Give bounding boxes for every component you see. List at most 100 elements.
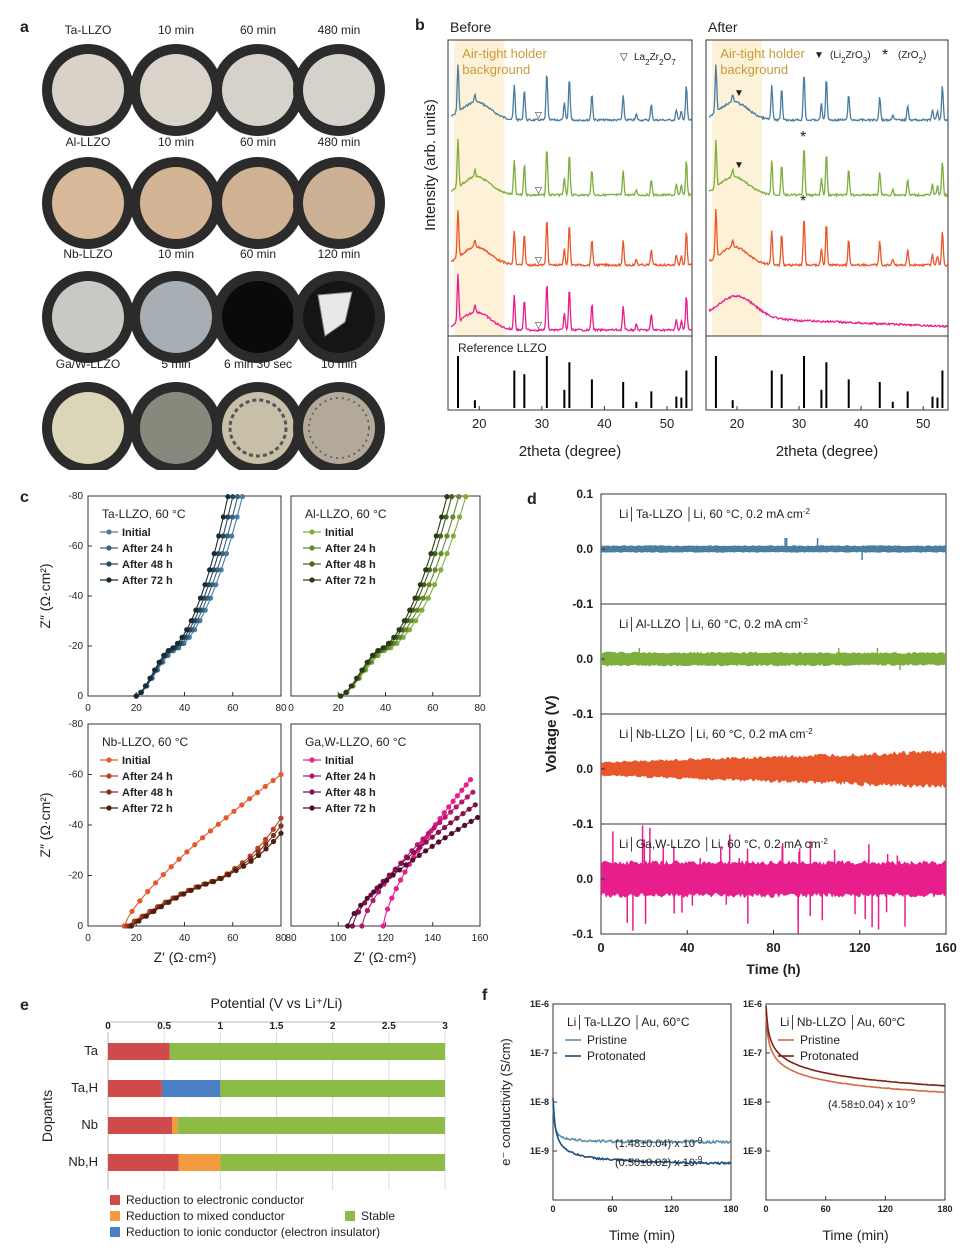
sample-label: Ta-LLZO <box>65 23 112 37</box>
la2zr2o7-marker: ▽ <box>535 255 542 265</box>
data-point <box>377 883 383 889</box>
panel-e-stability-bars: e Potential (V vs Li⁺/Li) 0 0.5 1 1.5 2 2.5 3 Ta T… <box>20 995 448 1239</box>
data-point <box>433 533 439 539</box>
data-point <box>133 693 139 699</box>
x-tick-label: 0 <box>550 1204 555 1214</box>
data-point <box>426 567 433 573</box>
conductivity-trace <box>552 1098 732 1166</box>
data-point <box>234 494 241 500</box>
time-label: 60 min <box>240 247 276 261</box>
data-point <box>161 652 167 658</box>
holder-background-band <box>454 40 505 336</box>
legend-entry: Initial <box>122 527 151 539</box>
y-tick-label: -60 <box>69 541 84 552</box>
pellet <box>222 167 294 239</box>
time-label: 10 min <box>158 23 194 37</box>
data-point <box>437 816 443 822</box>
x-tick-label: 100 <box>330 933 347 944</box>
x-axis-label: Time (min) <box>822 1227 888 1243</box>
y-axis-label: Voltage (V) <box>543 695 560 772</box>
x-axis-label: Time (min) <box>609 1227 675 1243</box>
x-tick-label: 40 <box>597 416 611 431</box>
data-point <box>358 902 364 908</box>
data-point <box>231 808 237 814</box>
data-point <box>463 494 469 500</box>
y-tick-label: -0.1 <box>572 707 593 721</box>
y-tick-label: -20 <box>69 871 84 882</box>
data-point <box>210 567 217 573</box>
data-point <box>151 667 158 673</box>
pellet <box>222 54 294 126</box>
panel-letter-c: c <box>20 489 29 506</box>
panel-d-voltage-chart: d 0.1 0.0 -0.1 Li│Ta-LLZO │Li, 60 °C, 0.2 mA… <box>527 487 957 977</box>
xrd-pattern <box>708 294 948 328</box>
data-point <box>213 582 219 588</box>
bar-segment <box>172 1117 178 1134</box>
legend-dot <box>309 577 315 583</box>
data-point <box>263 846 269 852</box>
data-point <box>184 627 190 633</box>
legend-dot <box>106 545 112 551</box>
legend-entry: After 48 h <box>325 559 376 571</box>
data-point <box>202 582 208 588</box>
x-tick-label: 40 <box>854 416 868 431</box>
xrd-pattern <box>450 273 692 333</box>
y-tick-label: -0.1 <box>572 927 593 941</box>
panel-letter-d: d <box>527 491 537 508</box>
legend-entry: After 72 h <box>325 575 376 587</box>
data-point <box>439 514 445 520</box>
debris-ring <box>228 398 288 458</box>
x-tick-label: 0 <box>85 703 91 714</box>
legend-entry: Initial <box>325 755 354 767</box>
data-point <box>230 494 236 500</box>
xrd-pattern <box>708 64 948 123</box>
pellet <box>140 167 212 239</box>
data-point <box>223 551 230 557</box>
pellet <box>222 281 294 353</box>
conductivity-trace <box>765 1014 946 1094</box>
x-tick-label: 0 <box>288 703 294 714</box>
time-label: 10 min <box>158 247 194 261</box>
y-tick-label: 0.0 <box>576 652 593 666</box>
data-point <box>454 815 460 821</box>
data-point <box>431 582 438 588</box>
data-point <box>203 881 209 887</box>
data-point <box>460 811 466 817</box>
data-point <box>225 514 231 520</box>
data-point <box>206 582 212 588</box>
data-point <box>437 533 444 539</box>
x-axis-label: 2theta (degree) <box>519 443 622 460</box>
la2zr2o7-marker: ▽ <box>535 110 542 120</box>
data-point <box>429 834 435 840</box>
data-point <box>423 848 429 854</box>
data-point <box>384 877 390 883</box>
data-point <box>152 880 159 886</box>
time-label: 60 min <box>240 23 276 37</box>
data-point <box>380 645 386 651</box>
data-point <box>156 659 162 665</box>
data-point <box>181 891 187 897</box>
data-point <box>255 852 262 859</box>
data-point <box>184 849 190 855</box>
data-point <box>392 866 399 872</box>
data-point <box>425 595 431 601</box>
x-tick-label: 180 <box>723 1204 738 1214</box>
band-label: Air-tight holder <box>462 46 547 61</box>
y-tick-label: 1E-9 <box>743 1146 762 1156</box>
data-point <box>142 683 149 689</box>
data-point <box>398 860 405 866</box>
y-tick-label: 0.0 <box>576 542 593 556</box>
legend-entry: After 72 h <box>325 803 376 815</box>
x-tick-label: 50 <box>916 416 930 431</box>
x-tick-label: 30 <box>792 416 806 431</box>
cell-label: Li│Ga,W-LLZO │Li, 60 °C, 0.2 mA cm-2 <box>619 837 828 853</box>
bar-segment <box>161 1080 221 1097</box>
data-point <box>380 923 386 929</box>
cell-label: Li│Ta-LLZO │Au, 60°C <box>567 1015 690 1030</box>
bar-segment <box>169 1043 446 1060</box>
la2zr2o7-marker: ▽ <box>535 185 542 195</box>
data-point <box>419 607 425 613</box>
data-point <box>406 627 413 633</box>
legend-swatch <box>345 1211 355 1221</box>
data-point <box>375 889 382 895</box>
